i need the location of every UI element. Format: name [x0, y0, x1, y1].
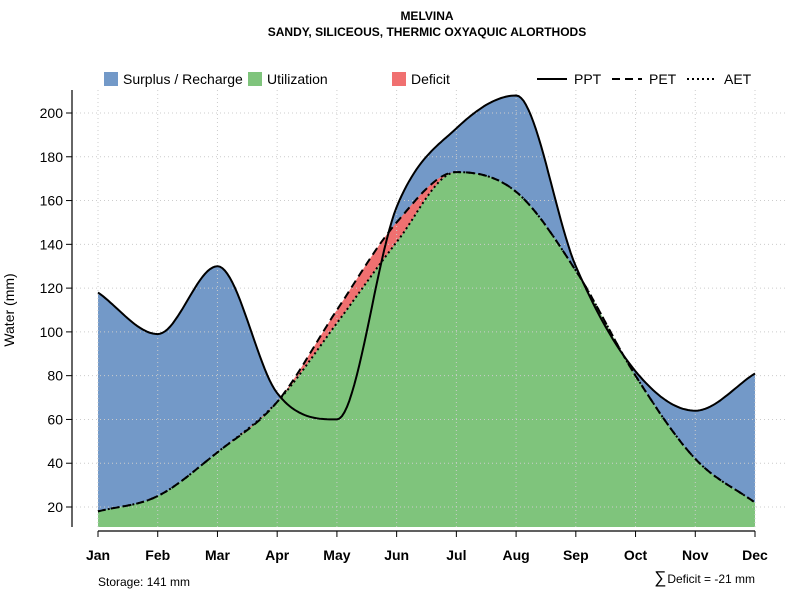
y-tick-label-80: 80 — [47, 368, 63, 384]
x-tick-label-apr: Apr — [265, 547, 290, 563]
axes-layer: 20 40 60 80 100 120 140 160 180 200 Jan Feb Mar Apr Ma… — [40, 90, 768, 563]
legend-swatch-deficit — [392, 72, 406, 86]
line-layer — [97, 94, 756, 513]
x-tick-label-jan: Jan — [86, 547, 110, 563]
chart-title: MELVINA — [400, 9, 453, 23]
y-tick-label-200: 200 — [40, 105, 64, 121]
legend-label-aet: AET — [724, 71, 752, 87]
x-tick-label-feb: Feb — [145, 547, 170, 563]
series-line-aet — [97, 171, 756, 513]
y-tick-label-60: 60 — [47, 411, 63, 427]
y-tick-label-40: 40 — [47, 455, 63, 471]
x-tick-label-nov: Nov — [682, 547, 709, 563]
deficit-note: ∑Deficit = -21 mm — [654, 568, 755, 587]
x-tick-label-jul: Jul — [446, 547, 466, 563]
legend-swatch-surplus — [104, 72, 118, 86]
y-tick-label-100: 100 — [40, 324, 64, 340]
series-line-ppt — [97, 94, 756, 421]
x-tick-label-jun: Jun — [384, 547, 409, 563]
legend-swatch-utilization — [248, 72, 262, 86]
y-axis-label: Water (mm) — [1, 273, 17, 346]
area-layer — [98, 95, 755, 527]
deficit-text: Deficit = -21 mm — [667, 572, 755, 586]
legend-label-ppt: PPT — [574, 71, 602, 87]
y-tick-label-120: 120 — [40, 280, 64, 296]
utilization-area — [98, 172, 755, 527]
x-tick-label-sep: Sep — [563, 547, 589, 563]
y-tick-label-140: 140 — [40, 236, 64, 252]
y-tick-label-20: 20 — [47, 499, 63, 515]
x-tick-label-mar: Mar — [205, 547, 230, 563]
x-tick-label-dec: Dec — [742, 547, 768, 563]
x-tick-label-aug: Aug — [502, 547, 529, 563]
legend-label-utilization: Utilization — [267, 71, 328, 87]
chart-subtitle: SANDY, SILICEOUS, THERMIC OXYAQUIC ALORT… — [268, 25, 586, 39]
grid-layer — [72, 90, 785, 527]
y-tick-label-160: 160 — [40, 193, 64, 209]
legend-label-surplus: Surplus / Recharge — [123, 71, 243, 87]
legend-label-deficit: Deficit — [411, 71, 450, 87]
y-tick-label-180: 180 — [40, 149, 64, 165]
sum-symbol: ∑ — [654, 568, 666, 587]
legend-label-pet: PET — [649, 71, 677, 87]
x-tick-label-may: May — [323, 547, 350, 563]
x-tick-label-oct: Oct — [624, 547, 648, 563]
storage-note: Storage: 141 mm — [98, 575, 190, 589]
